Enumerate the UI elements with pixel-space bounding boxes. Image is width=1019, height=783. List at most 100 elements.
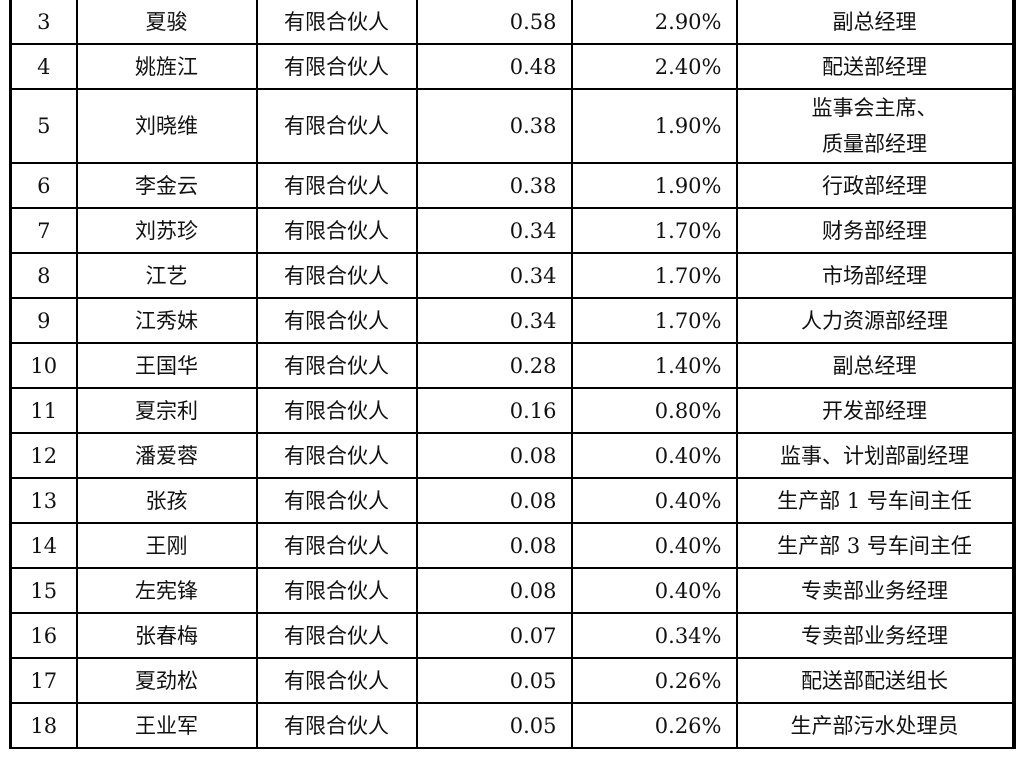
cell-ratio-text: 0.34% (654, 623, 722, 648)
cell-amount: 0.28 (415, 342, 573, 389)
cell-ratio: 1.90% (570, 162, 738, 209)
cell-ratio-text: 0.40% (654, 488, 722, 513)
cell-partner-type-text: 有限合伙人 (284, 578, 389, 603)
cell-no-text: 13 (30, 488, 58, 513)
cell-no: 6 (9, 162, 78, 209)
cell-ratio: 2.90% (570, 0, 738, 45)
cell-name-text: 刘苏珍 (135, 218, 198, 243)
cell-position: 专卖部业务经理 (735, 612, 1016, 659)
cell-position-text: 人力资源部经理 (801, 308, 948, 333)
cell-position: 副总经理 (735, 342, 1016, 389)
cell-ratio: 0.40% (570, 477, 738, 524)
cell-position-text: 生产部 3 号车间主任 (777, 533, 972, 558)
cell-partner-type: 有限合伙人 (255, 0, 418, 45)
table-row: 15 左宪锋 有限合伙人 0.08 0.40% 专卖部业务经理 (9, 567, 1016, 614)
cell-amount: 0.38 (415, 88, 573, 164)
cell-no-text: 5 (37, 114, 51, 138)
cell-ratio-text: 1.70% (654, 308, 722, 333)
cell-position-text: 行政部经理 (822, 173, 927, 198)
partner-table: 3 夏骏 有限合伙人 0.58 2.90% 副总经理 4 姚旌江 有限合伙人 0.48 2.40% 配… (9, 0, 1016, 749)
cell-position-text: 配送部经理 (822, 54, 927, 79)
cell-position: 生产部 3 号车间主任 (735, 522, 1016, 569)
cell-position-text: 生产部污水处理员 (790, 713, 959, 738)
cell-ratio: 0.40% (570, 567, 738, 614)
cell-amount-text: 0.07 (509, 623, 557, 648)
cell-name: 夏劲松 (75, 657, 258, 704)
cell-partner-type: 有限合伙人 (255, 477, 418, 524)
cell-name: 张春梅 (75, 612, 258, 659)
cell-name: 姚旌江 (75, 43, 258, 90)
cell-amount: 0.08 (415, 432, 573, 479)
cell-no: 4 (9, 43, 78, 90)
cell-name: 刘苏珍 (75, 207, 258, 254)
cell-ratio-text: 1.70% (654, 263, 722, 288)
cell-position-text: 监事、计划部副经理 (780, 443, 969, 468)
cell-position-text: 专卖部业务经理 (801, 578, 948, 603)
cell-no: 8 (9, 252, 78, 299)
cell-partner-type-text: 有限合伙人 (284, 623, 389, 648)
cell-partner-type: 有限合伙人 (255, 162, 418, 209)
cell-no: 16 (9, 612, 78, 659)
cell-position-text: 开发部经理 (822, 398, 927, 423)
cell-partner-type-text: 有限合伙人 (284, 398, 389, 423)
cell-no-text: 9 (37, 308, 51, 333)
cell-no-text: 14 (30, 533, 58, 558)
table-row: 17 夏劲松 有限合伙人 0.05 0.26% 配送部配送组长 (9, 657, 1016, 704)
cell-name-text: 张孩 (145, 488, 188, 513)
cell-position: 专卖部业务经理 (735, 567, 1016, 614)
cell-name: 王业军 (75, 702, 258, 749)
cell-name-text: 王业军 (135, 713, 198, 738)
cell-partner-type: 有限合伙人 (255, 702, 418, 749)
cell-ratio: 0.34% (570, 612, 738, 659)
cell-name-text: 刘晓维 (135, 114, 198, 138)
cell-no: 7 (9, 207, 78, 254)
cell-partner-type-text: 有限合伙人 (284, 713, 389, 738)
cell-partner-type: 有限合伙人 (255, 522, 418, 569)
cell-amount-text: 0.05 (509, 713, 557, 738)
table-row: 8 江艺 有限合伙人 0.34 1.70% 市场部经理 (9, 252, 1016, 299)
cell-amount-text: 0.38 (509, 114, 557, 138)
cell-position: 人力资源部经理 (735, 297, 1016, 344)
cell-amount: 0.34 (415, 207, 573, 254)
table-row: 9 江秀妹 有限合伙人 0.34 1.70% 人力资源部经理 (9, 297, 1016, 344)
cell-name-text: 夏劲松 (135, 668, 198, 693)
cell-amount: 0.08 (415, 522, 573, 569)
cell-ratio: 1.70% (570, 207, 738, 254)
cell-name-text: 王刚 (145, 533, 188, 558)
cell-position-text: 副总经理 (832, 353, 917, 378)
cell-no-text: 17 (30, 668, 58, 693)
cell-amount-text: 0.08 (509, 443, 557, 468)
cell-name: 王刚 (75, 522, 258, 569)
cell-no-text: 15 (30, 578, 58, 603)
cell-no: 13 (9, 477, 78, 524)
cell-partner-type-text: 有限合伙人 (284, 488, 389, 513)
cell-ratio: 0.40% (570, 432, 738, 479)
cell-partner-type: 有限合伙人 (255, 432, 418, 479)
cell-no: 18 (9, 702, 78, 749)
cell-no: 9 (9, 297, 78, 344)
cell-name-text: 江艺 (145, 263, 188, 288)
cell-amount-text: 0.38 (509, 173, 557, 198)
table-row: 14 王刚 有限合伙人 0.08 0.40% 生产部 3 号车间主任 (9, 522, 1016, 569)
cell-partner-type: 有限合伙人 (255, 567, 418, 614)
cell-ratio-text: 0.80% (654, 398, 722, 423)
cell-position-text: 市场部经理 (822, 263, 927, 288)
cell-amount: 0.07 (415, 612, 573, 659)
cell-amount-text: 0.48 (509, 54, 557, 79)
cell-amount-text: 0.05 (509, 668, 557, 693)
cell-no: 12 (9, 432, 78, 479)
cell-no-text: 11 (30, 398, 58, 423)
cell-position: 财务部经理 (735, 207, 1016, 254)
cell-ratio: 1.40% (570, 342, 738, 389)
cell-position-text: 财务部经理 (822, 218, 927, 243)
cell-partner-type-text: 有限合伙人 (284, 54, 389, 79)
cell-position: 配送部配送组长 (735, 657, 1016, 704)
cell-name: 王国华 (75, 342, 258, 389)
table-row: 7 刘苏珍 有限合伙人 0.34 1.70% 财务部经理 (9, 207, 1016, 254)
cell-partner-type-text: 有限合伙人 (284, 668, 389, 693)
cell-position: 行政部经理 (735, 162, 1016, 209)
cell-partner-type-text: 有限合伙人 (284, 308, 389, 333)
cell-amount: 0.34 (415, 252, 573, 299)
table-row: 4 姚旌江 有限合伙人 0.48 2.40% 配送部经理 (9, 43, 1016, 90)
cell-name: 刘晓维 (75, 88, 258, 164)
